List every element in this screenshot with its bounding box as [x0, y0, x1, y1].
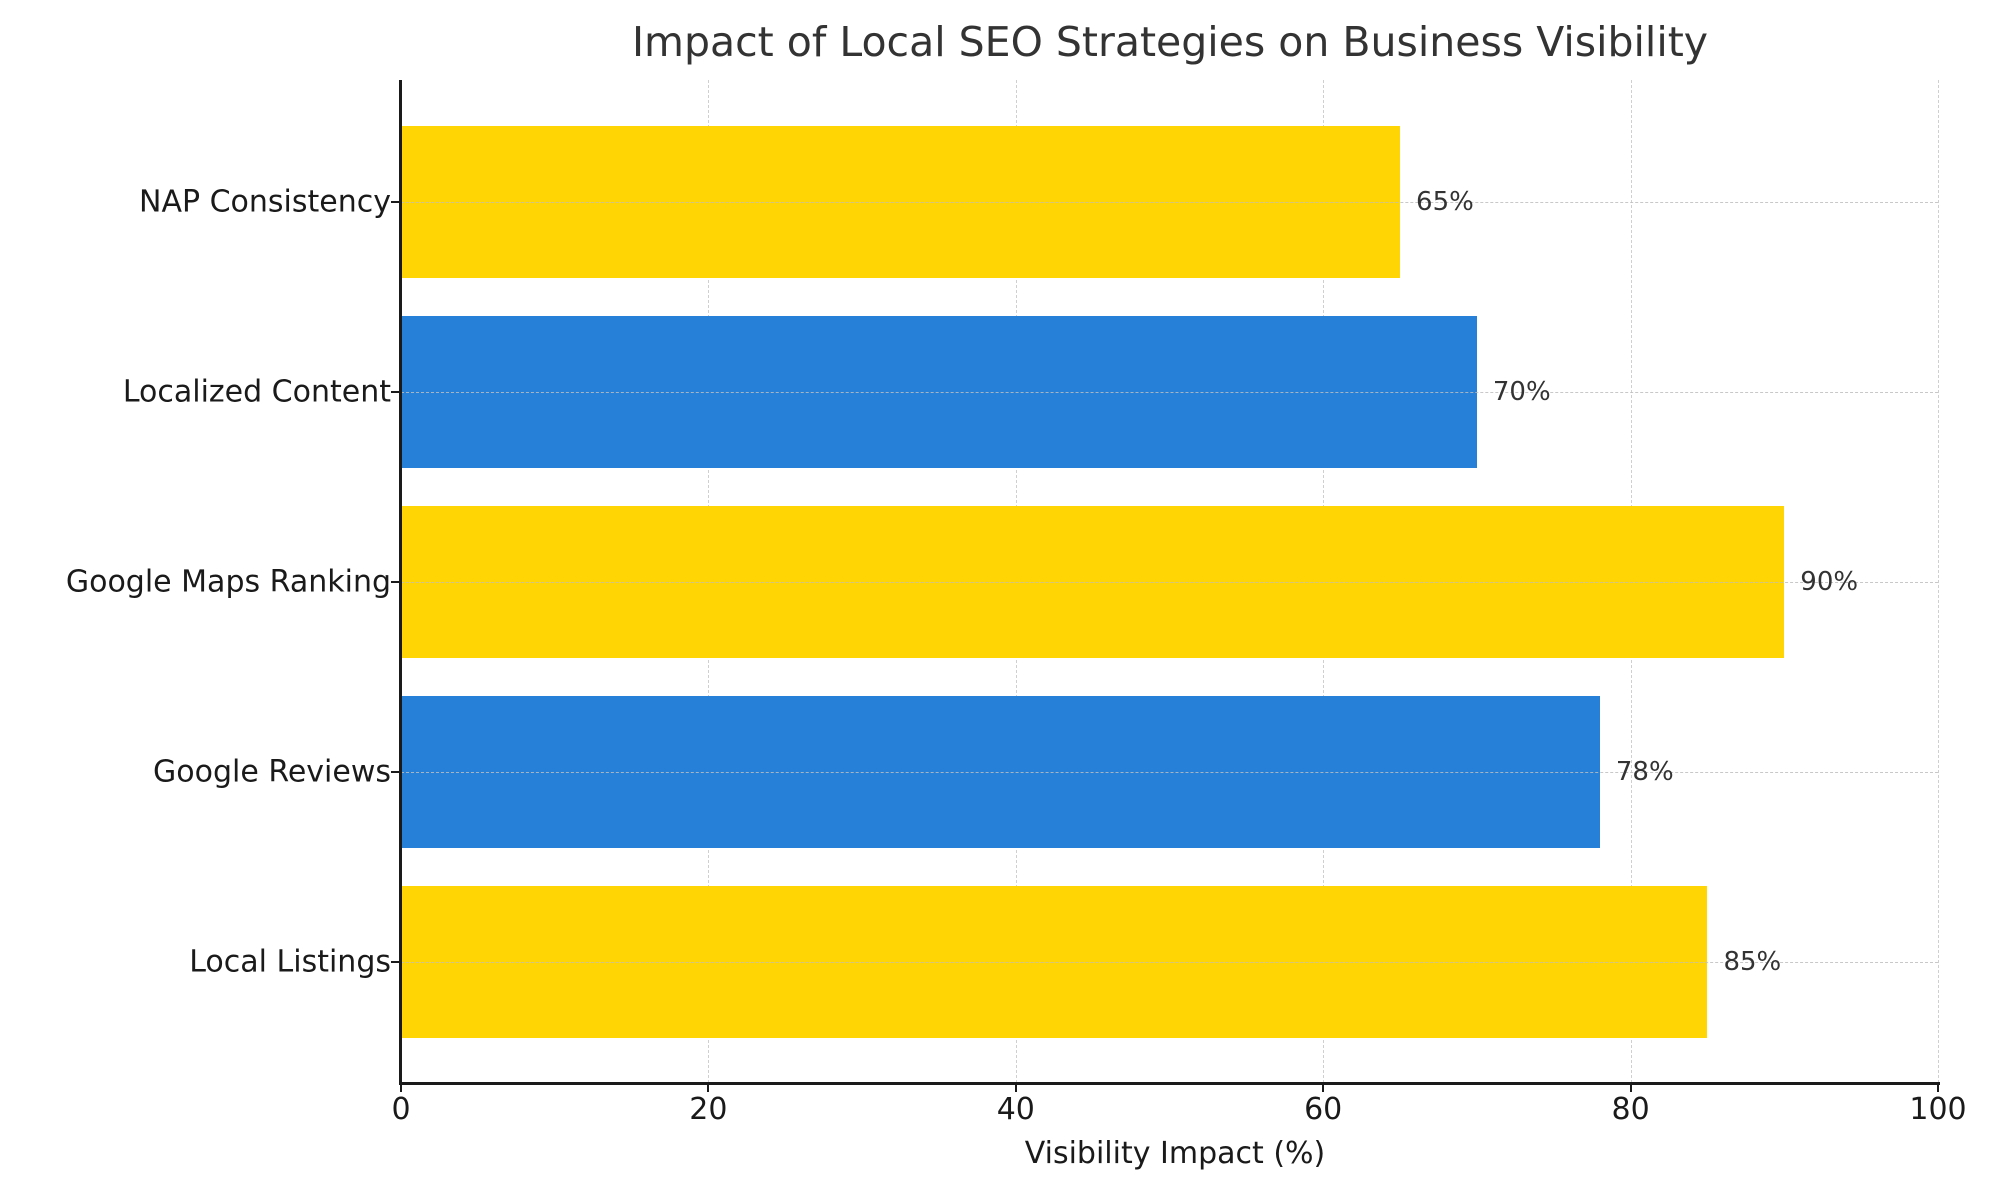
x-tick: [1629, 1083, 1632, 1092]
y-tick: [391, 771, 400, 773]
y-gridline: [401, 772, 1938, 773]
x-gridline: [1938, 80, 1939, 1083]
value-label: 70%: [1492, 377, 1551, 407]
y-tick: [391, 201, 400, 203]
value-label: 65%: [1416, 187, 1474, 217]
y-gridline: [401, 392, 1938, 393]
plot-area: 85% 78% 90% 70% 65%: [401, 80, 1939, 1083]
y-tick: [391, 581, 400, 583]
x-tick-label: 0: [391, 1092, 411, 1127]
y-gridline: [401, 582, 1938, 583]
value-label: 90%: [1800, 567, 1859, 597]
x-tick-label: 100: [1909, 1092, 1967, 1127]
y-tick-label: Google Maps Ranking: [65, 564, 391, 600]
x-tick: [400, 1083, 402, 1092]
x-axis-line: [399, 1082, 1940, 1085]
x-tick: [1937, 1083, 1939, 1092]
value-label: 85%: [1723, 947, 1782, 977]
x-tick-label: 80: [1611, 1092, 1650, 1127]
x-tick: [1322, 1083, 1325, 1092]
x-axis-title: Visibility Impact (%): [1024, 1136, 1326, 1171]
y-axis-line: [399, 80, 402, 1085]
y-gridline: [401, 962, 1938, 963]
x-tick: [1014, 1083, 1017, 1092]
y-tick-label: Google Reviews: [153, 754, 391, 790]
y-tick: [391, 961, 400, 963]
x-tick-label: 40: [996, 1092, 1035, 1127]
y-gridline: [401, 202, 1938, 203]
y-tick: [391, 391, 400, 393]
x-tick: [707, 1083, 710, 1092]
value-label: 78%: [1615, 757, 1674, 787]
x-tick-label: 60: [1304, 1092, 1343, 1127]
chart-title: Impact of Local SEO Strategies on Busine…: [631, 18, 1709, 66]
y-tick-label: Localized Content: [122, 374, 391, 410]
y-tick-label: Local Listings: [189, 944, 391, 980]
y-tick-label: NAP Consistency: [139, 184, 391, 220]
x-tick-label: 20: [689, 1092, 728, 1127]
